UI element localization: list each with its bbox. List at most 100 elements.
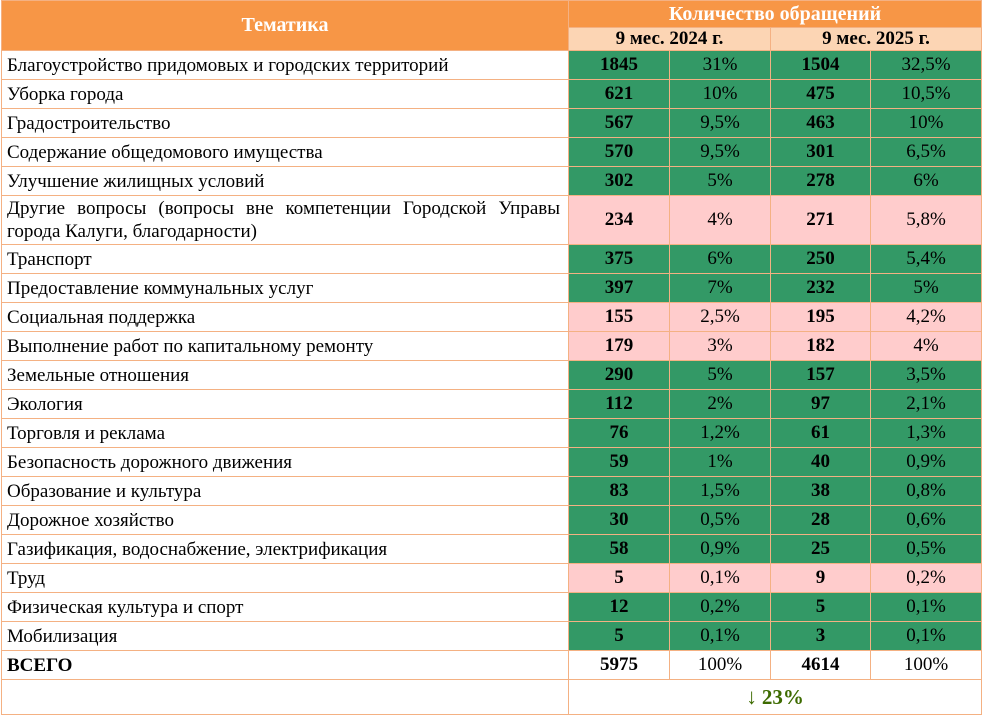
count-2025-cell: 25: [770, 534, 871, 564]
table-row: Предоставление коммунальных услуг 397 7% 23…: [1, 273, 982, 303]
percent-2025-cell: 4,2%: [869, 302, 982, 332]
count-2024-cell: 567: [568, 108, 670, 138]
theme-cell: Мобилизация: [1, 621, 569, 651]
table-row: Благоустройство придомовых и городских т…: [1, 50, 982, 80]
percent-2024-cell: 0,5%: [669, 505, 771, 535]
count-2025-cell: 250: [770, 244, 871, 274]
theme-cell: Градостроительство: [1, 108, 569, 138]
count-2024-cell: 5: [568, 563, 670, 593]
count-2024-cell: 30: [568, 505, 670, 535]
percent-2025-cell: 0,5%: [869, 534, 982, 564]
trend-empty-cell: [1, 679, 569, 715]
count-2024-cell: 59: [568, 447, 670, 477]
total-percent-2024: 100%: [669, 650, 771, 680]
count-2024-cell: 570: [568, 137, 670, 167]
count-2024-cell: 58: [568, 534, 670, 564]
percent-2024-cell: 3%: [669, 331, 771, 361]
theme-cell: Уборка города: [1, 79, 569, 109]
percent-2024-cell: 10%: [669, 79, 771, 109]
count-2024-cell: 290: [568, 360, 670, 390]
trend-row: ↓ 23%: [1, 679, 982, 715]
percent-2024-cell: 0,2%: [669, 592, 771, 622]
theme-header: Тематика: [1, 0, 569, 51]
count-2024-cell: 179: [568, 331, 670, 361]
percent-2025-cell: 6,5%: [869, 137, 982, 167]
count-2025-cell: 3: [770, 621, 871, 651]
count-2025-cell: 1504: [770, 50, 871, 80]
theme-cell: Предоставление коммунальных услуг: [1, 273, 569, 303]
count-2024-cell: 302: [568, 166, 670, 196]
theme-cell: Дорожное хозяйство: [1, 505, 569, 535]
percent-2024-cell: 7%: [669, 273, 771, 303]
percent-2025-cell: 10,5%: [869, 79, 982, 109]
total-count-2025: 4614: [770, 650, 871, 680]
count-2025-cell: 232: [770, 273, 871, 303]
count-2025-cell: 38: [770, 476, 871, 506]
percent-2024-cell: 9,5%: [669, 137, 771, 167]
percent-2025-cell: 5%: [869, 273, 982, 303]
theme-cell: Безопасность дорожного движения: [1, 447, 569, 477]
percent-2025-cell: 0,1%: [869, 621, 982, 651]
count-2025-cell: 9: [770, 563, 871, 593]
total-percent-2025: 100%: [869, 650, 982, 680]
percent-2024-cell: 4%: [669, 195, 771, 245]
theme-cell: Транспорт: [1, 244, 569, 274]
theme-cell: Газификация, водоснабжение, электрификац…: [1, 534, 569, 564]
count-2024-cell: 83: [568, 476, 670, 506]
count-2025-cell: 61: [770, 418, 871, 448]
table-row: Улучшение жилищных условий 302 5% 278 6%: [1, 166, 982, 196]
theme-cell: Образование и культура: [1, 476, 569, 506]
count-2025-cell: 5: [770, 592, 871, 622]
count-2024-cell: 397: [568, 273, 670, 303]
total-count-2024: 5975: [568, 650, 670, 680]
percent-2025-cell: 32,5%: [869, 50, 982, 80]
theme-cell: Другие вопросы (вопросы вне компетенции …: [1, 195, 569, 245]
count-header: Количество обращений: [567, 0, 982, 28]
percent-2024-cell: 5%: [669, 166, 771, 196]
percent-2025-cell: 5,8%: [869, 195, 982, 245]
table-row: Транспорт 375 6% 250 5,4%: [1, 244, 982, 274]
table-row: Экология 112 2% 97 2,1%: [1, 389, 982, 419]
count-2025-cell: 463: [770, 108, 871, 138]
percent-2025-cell: 0,6%: [869, 505, 982, 535]
percent-2025-cell: 0,1%: [869, 592, 982, 622]
theme-cell: Улучшение жилищных условий: [1, 166, 569, 196]
period-2024-header: 9 мес. 2024 г.: [568, 27, 771, 51]
theme-cell: Социальная поддержка: [1, 302, 569, 332]
table-row: Земельные отношения 290 5% 157 3,5%: [1, 360, 982, 390]
percent-2025-cell: 0,2%: [869, 563, 982, 593]
total-label: ВСЕГО: [1, 650, 569, 680]
count-2024-cell: 234: [568, 195, 670, 245]
percent-2024-cell: 0,1%: [669, 563, 771, 593]
percent-2025-cell: 0,9%: [869, 447, 982, 477]
percent-2025-cell: 6%: [869, 166, 982, 196]
count-2025-cell: 182: [770, 331, 871, 361]
percent-2025-cell: 4%: [869, 331, 982, 361]
table-row: Безопасность дорожного движения 59 1% 40 0,9…: [1, 447, 982, 477]
count-2024-cell: 375: [568, 244, 670, 274]
percent-2025-cell: 10%: [869, 108, 982, 138]
theme-cell: Труд: [1, 563, 569, 593]
percent-2024-cell: 5%: [669, 360, 771, 390]
count-2025-cell: 301: [770, 137, 871, 167]
count-2025-cell: 40: [770, 447, 871, 477]
trend-value: 23%: [761, 685, 804, 709]
percent-2024-cell: 9,5%: [669, 108, 771, 138]
theme-cell: Земельные отношения: [1, 360, 569, 390]
table-row: Градостроительство 567 9,5% 463 10%: [1, 108, 982, 138]
percent-2025-cell: 0,8%: [869, 476, 982, 506]
theme-cell: Выполнение работ по капитальному ремонту: [1, 331, 569, 361]
table-row: Образование и культура 83 1,5% 38 0,8%: [1, 476, 982, 506]
table-row: Выполнение работ по капитальному ремонту…: [1, 331, 982, 361]
table-row: Дорожное хозяйство 30 0,5% 28 0,6%: [1, 505, 982, 535]
count-2025-cell: 195: [770, 302, 871, 332]
table-row: Труд 5 0,1% 9 0,2%: [1, 563, 982, 593]
percent-2024-cell: 6%: [669, 244, 771, 274]
percent-2024-cell: 2,5%: [669, 302, 771, 332]
count-2025-cell: 157: [770, 360, 871, 390]
table-row: Мобилизация 5 0,1% 3 0,1%: [1, 621, 982, 651]
percent-2024-cell: 0,9%: [669, 534, 771, 564]
percent-2024-cell: 2%: [669, 389, 771, 419]
total-row: ВСЕГО 5975 100% 4614 100%: [1, 650, 982, 680]
